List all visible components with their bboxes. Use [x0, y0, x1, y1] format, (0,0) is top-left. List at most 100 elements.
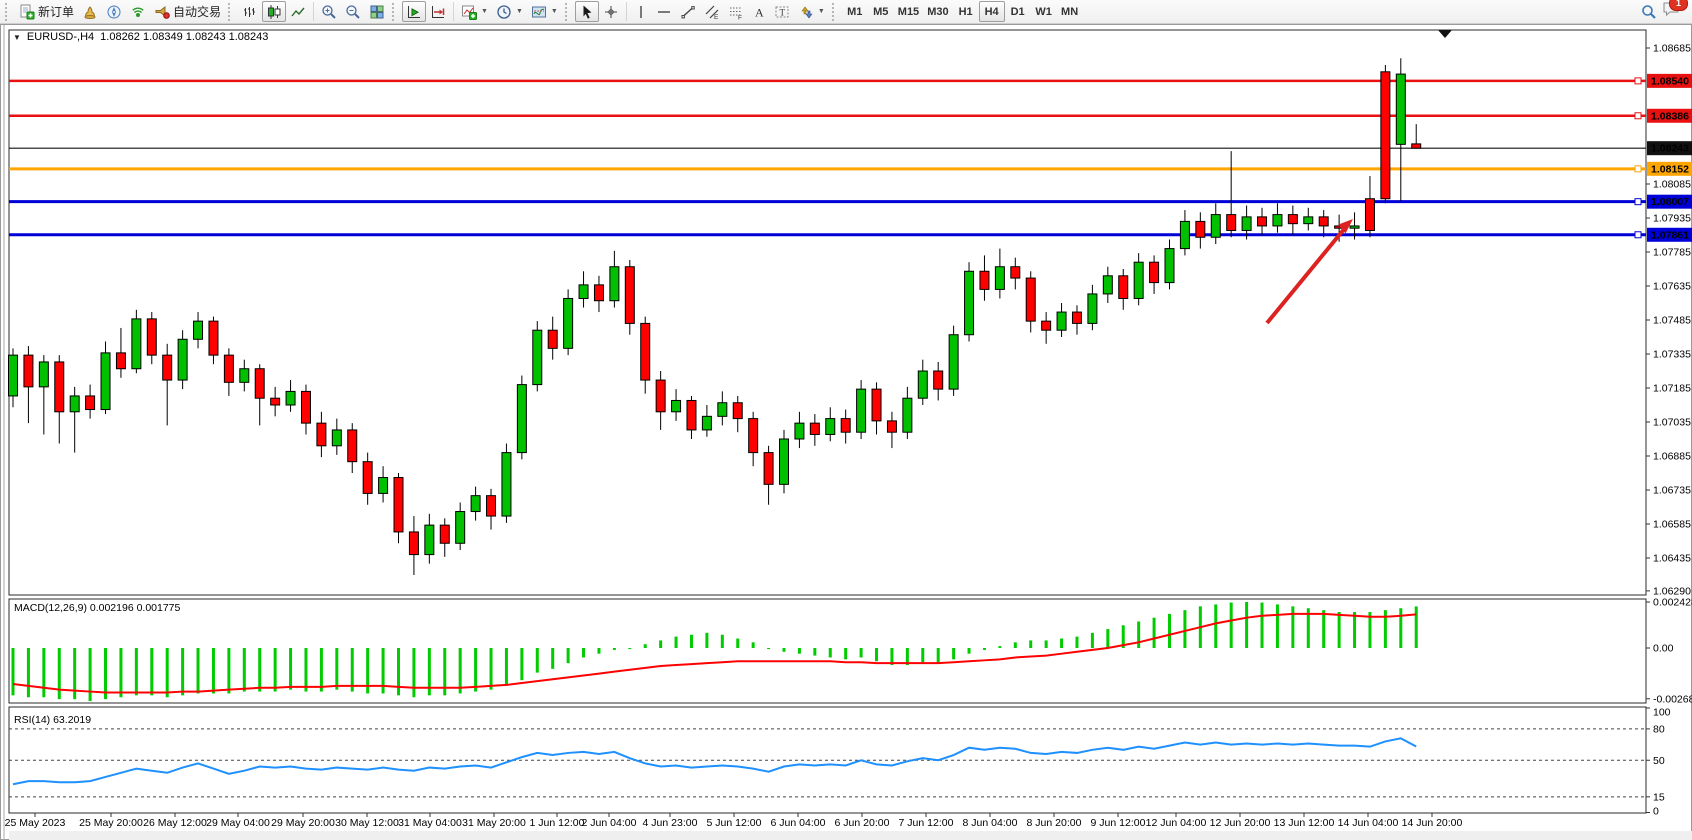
vertical-line-button[interactable]: [630, 1, 652, 22]
macd-histogram-bar: [674, 636, 678, 648]
hline-handle[interactable]: [1634, 77, 1642, 85]
candle: [1272, 214, 1283, 227]
hline-handle[interactable]: [1634, 231, 1642, 239]
periods-button[interactable]: ▼: [492, 1, 527, 22]
hline-handle[interactable]: [1634, 112, 1642, 120]
candle: [840, 418, 851, 433]
autotrading-button[interactable]: 自动交易: [150, 1, 225, 22]
navigator-button[interactable]: [102, 1, 126, 22]
candle: [1133, 261, 1144, 299]
hline-handle[interactable]: [1634, 198, 1642, 206]
rsi-tick-label: 0: [1653, 806, 1659, 818]
rsi-tick-label: 50: [1653, 755, 1665, 767]
macd-histogram-bar: [859, 648, 863, 658]
auto-scroll-button[interactable]: [402, 1, 427, 22]
candle: [1087, 293, 1098, 324]
line-chart-button[interactable]: [286, 1, 310, 22]
price-tick-label: 1.08085: [1653, 179, 1691, 191]
macd-histogram-bar: [520, 648, 524, 681]
arrows-button[interactable]: ▼: [794, 1, 829, 22]
timeframe-button-H1[interactable]: H1: [953, 1, 979, 22]
timeframe-button-M1[interactable]: M1: [842, 1, 868, 22]
timeframe-button-W1[interactable]: W1: [1031, 1, 1057, 22]
zoom-in-button[interactable]: [317, 1, 341, 22]
toolbar-grip: [831, 2, 839, 21]
timeframe-button-M5[interactable]: M5: [868, 1, 894, 22]
candle: [1195, 220, 1206, 238]
tile-windows-button[interactable]: [365, 1, 389, 22]
indicators-button[interactable]: ▼: [457, 1, 492, 22]
crosshair-button[interactable]: [599, 1, 623, 22]
new-order-icon: [19, 4, 35, 20]
trendline-button[interactable]: [676, 1, 700, 22]
macd-histogram-bar: [1291, 606, 1295, 648]
timeframe-button-MN[interactable]: MN: [1057, 1, 1083, 22]
zoom-out-button[interactable]: [341, 1, 365, 22]
candle: [516, 384, 527, 454]
macd-histogram-bar: [643, 644, 647, 648]
chart-dropdown-icon[interactable]: ▼: [13, 32, 21, 42]
notification-badge: 1: [1669, 0, 1688, 11]
cursor-button[interactable]: [574, 1, 599, 22]
chart-canvas[interactable]: 1.08685 1.08085 1.07935 1.07785 1.07635 1.074…: [1, 25, 1692, 840]
macd-histogram-bar: [181, 648, 185, 696]
trend-arrow-annotation[interactable]: [1265, 219, 1353, 325]
price-badge-label: 1.08386: [1651, 110, 1689, 122]
macd-histogram-bar: [751, 642, 755, 648]
text-label-button[interactable]: T: [770, 1, 794, 22]
fibonacci-button[interactable]: F: [724, 1, 748, 22]
bar-chart-button[interactable]: [238, 1, 262, 22]
toolbar-grip: [228, 2, 235, 21]
autotrading-label: 自动交易: [173, 5, 222, 19]
new-order-button[interactable]: 新订单: [15, 1, 78, 22]
chart-shift-button[interactable]: [426, 1, 450, 22]
macd-histogram-bar: [1106, 629, 1110, 648]
candle: [1257, 216, 1268, 227]
toolbar-grip: [5, 2, 12, 21]
candle: [655, 379, 666, 413]
chart-window: 1.08685 1.08085 1.07935 1.07785 1.07635 1.074…: [0, 24, 1692, 840]
time-axis-label: 29 May 04:00: [206, 817, 270, 829]
candle: [779, 438, 789, 485]
text-button[interactable]: A: [748, 1, 770, 22]
rsi-indicator-label: RSI(14) 63.2019: [14, 714, 92, 726]
macd-histogram-bar: [720, 634, 724, 648]
timeframe-button-H4[interactable]: H4: [978, 1, 1005, 22]
price-tick-label: 1.06290: [1653, 585, 1691, 597]
time-axis-label: 14 Jun 04:00: [1338, 817, 1399, 829]
candlestick-chart-button[interactable]: [262, 1, 287, 22]
timeframe-button-D1[interactable]: D1: [1005, 1, 1031, 22]
candle: [1411, 143, 1422, 149]
chat-button[interactable]: 1: [1662, 0, 1688, 23]
horizontal-line-button[interactable]: [652, 1, 676, 22]
toolbar-separator: [625, 2, 627, 21]
macd-histogram-bar: [489, 648, 493, 690]
hline-handle[interactable]: [1634, 165, 1642, 173]
candle: [54, 361, 65, 413]
macd-histogram-bar: [73, 648, 77, 700]
arrows-icon: [798, 4, 814, 20]
candle: [146, 318, 157, 356]
search-button[interactable]: [1636, 1, 1662, 22]
templates-button[interactable]: ▼: [527, 1, 562, 22]
macd-histogram-bar: [566, 648, 570, 664]
market-watch-button[interactable]: [78, 1, 102, 22]
time-axis-label: 8 Jun 20:00: [1027, 817, 1082, 829]
timeframe-button-M15[interactable]: M15: [894, 1, 923, 22]
signals-button[interactable]: [126, 1, 150, 22]
macd-histogram-bar: [412, 648, 416, 698]
market-watch-icon: [82, 4, 98, 20]
search-icon: [1640, 3, 1658, 21]
chart-ohlc-values: 1.08262 1.08349 1.08243 1.08243: [100, 31, 269, 43]
scroll-end-marker-icon[interactable]: [1438, 30, 1452, 38]
clock-icon: [496, 4, 512, 20]
macd-histogram-bar: [1168, 613, 1171, 648]
time-axis-label: 4 Jun 23:00: [643, 817, 698, 829]
time-axis-label: 6 Jun 20:00: [835, 817, 890, 829]
candle: [732, 402, 743, 420]
macd-histogram-bar: [335, 648, 339, 690]
equidistant-channel-button[interactable]: E: [700, 1, 724, 22]
candle: [85, 395, 96, 411]
timeframe-button-M30[interactable]: M30: [923, 1, 952, 22]
